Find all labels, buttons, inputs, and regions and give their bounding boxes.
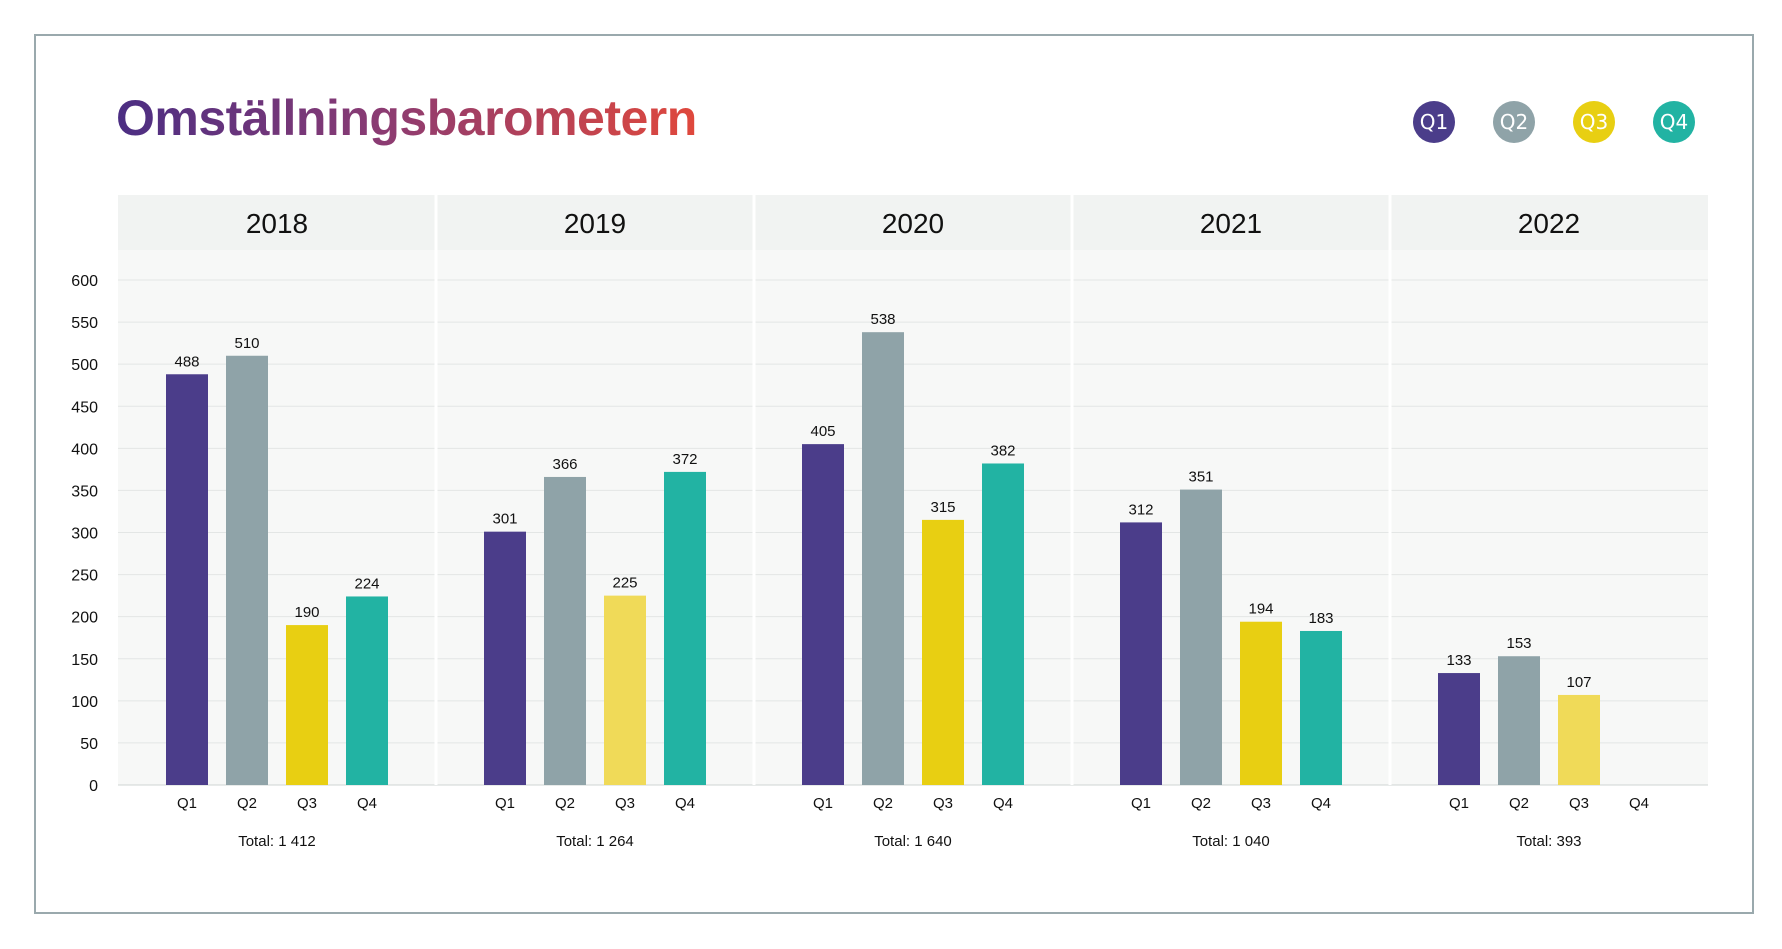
x-tick-label: Q4	[1311, 795, 1331, 812]
x-tick-label: Q3	[615, 795, 635, 812]
y-tick-label: 550	[71, 315, 98, 332]
y-tick-label: 450	[71, 399, 98, 416]
legend-q2-label: Q2	[1499, 110, 1529, 134]
bar	[166, 374, 208, 785]
bar	[862, 332, 904, 785]
y-tick-label: 50	[80, 736, 98, 753]
year-label: 2022	[1518, 208, 1580, 239]
y-tick-label: 600	[71, 273, 98, 290]
group-total-label: Total: 393	[1516, 833, 1581, 850]
bar	[982, 463, 1024, 785]
bar-value-label: 351	[1188, 469, 1213, 486]
bar-value-label: 153	[1506, 635, 1531, 652]
x-tick-label: Q1	[813, 795, 833, 812]
bar	[484, 531, 526, 785]
bar	[1558, 694, 1600, 785]
bar	[802, 444, 844, 785]
legend-q2: Q2	[1493, 101, 1535, 143]
group-total-label: Total: 1 040	[1192, 833, 1270, 850]
bar-value-label: 301	[492, 511, 517, 528]
bar-value-label: 107	[1566, 674, 1591, 691]
y-tick-label: 500	[71, 357, 98, 374]
x-tick-label: Q2	[555, 795, 575, 812]
year-label: 2018	[246, 208, 308, 239]
bar	[1300, 630, 1342, 785]
bar-value-label: 405	[810, 423, 835, 440]
x-tick-label: Q4	[357, 795, 377, 812]
x-tick-label: Q3	[1569, 795, 1589, 812]
bar	[226, 355, 268, 785]
x-tick-label: Q4	[675, 795, 695, 812]
y-tick-label: 100	[71, 694, 98, 711]
legend-q4: Q4	[1653, 101, 1695, 143]
bar	[1498, 656, 1540, 785]
x-tick-label: Q2	[873, 795, 893, 812]
x-tick-label: Q2	[1509, 795, 1529, 812]
x-tick-label: Q3	[297, 795, 317, 812]
year-header-band	[118, 195, 1708, 250]
group-total-label: Total: 1 640	[874, 833, 952, 850]
bar-value-label: 366	[552, 456, 577, 473]
bar-value-label: 538	[870, 311, 895, 328]
legend-q4-label: Q4	[1659, 110, 1689, 134]
bar	[1180, 489, 1222, 785]
bar	[922, 519, 964, 785]
x-tick-label: Q3	[1251, 795, 1271, 812]
y-tick-label: 300	[71, 526, 98, 543]
bar	[286, 625, 328, 785]
y-tick-label: 400	[71, 441, 98, 458]
x-tick-label: Q1	[495, 795, 515, 812]
bar	[1240, 621, 1282, 785]
y-tick-label: 200	[71, 610, 98, 627]
x-tick-label: Q2	[1191, 795, 1211, 812]
x-tick-label: Q4	[993, 795, 1013, 812]
y-tick-label: 150	[71, 652, 98, 669]
x-tick-label: Q1	[177, 795, 197, 812]
group-total-label: Total: 1 412	[238, 833, 316, 850]
bar	[604, 595, 646, 785]
bar	[1438, 673, 1480, 785]
bar-value-label: 194	[1248, 601, 1273, 618]
bar-value-label: 488	[174, 353, 199, 370]
logo-title: Omställningsbarometern	[116, 86, 697, 150]
x-tick-label: Q2	[237, 795, 257, 812]
bar-value-label: 312	[1128, 501, 1153, 518]
bar	[1120, 522, 1162, 785]
y-tick-label: 0	[89, 778, 98, 795]
bar-value-label: 133	[1446, 652, 1471, 669]
bar	[664, 471, 706, 785]
bar-value-label: 382	[990, 442, 1015, 459]
bar-value-label: 225	[612, 575, 637, 592]
group-total-label: Total: 1 264	[556, 833, 634, 850]
bar-value-label: 372	[672, 451, 697, 468]
year-label: 2020	[882, 208, 944, 239]
bar-value-label: 190	[294, 604, 319, 621]
bar-value-label: 315	[930, 499, 955, 516]
bar-value-label: 510	[234, 335, 259, 352]
x-tick-label: Q1	[1131, 795, 1151, 812]
y-tick-label: 350	[71, 483, 98, 500]
year-label: 2019	[564, 208, 626, 239]
x-tick-label: Q3	[933, 795, 953, 812]
legend-q1: Q1	[1413, 101, 1455, 143]
bar-value-label: 183	[1308, 610, 1333, 627]
legend-q3-label: Q3	[1579, 110, 1609, 134]
bar	[544, 476, 586, 785]
bar	[346, 596, 388, 785]
x-tick-label: Q4	[1629, 795, 1649, 812]
legend-q3: Q3	[1573, 101, 1615, 143]
x-tick-label: Q1	[1449, 795, 1469, 812]
y-tick-label: 250	[71, 568, 98, 585]
bar-value-label: 224	[354, 575, 379, 592]
year-label: 2021	[1200, 208, 1262, 239]
legend-q1-label: Q1	[1419, 110, 1449, 134]
